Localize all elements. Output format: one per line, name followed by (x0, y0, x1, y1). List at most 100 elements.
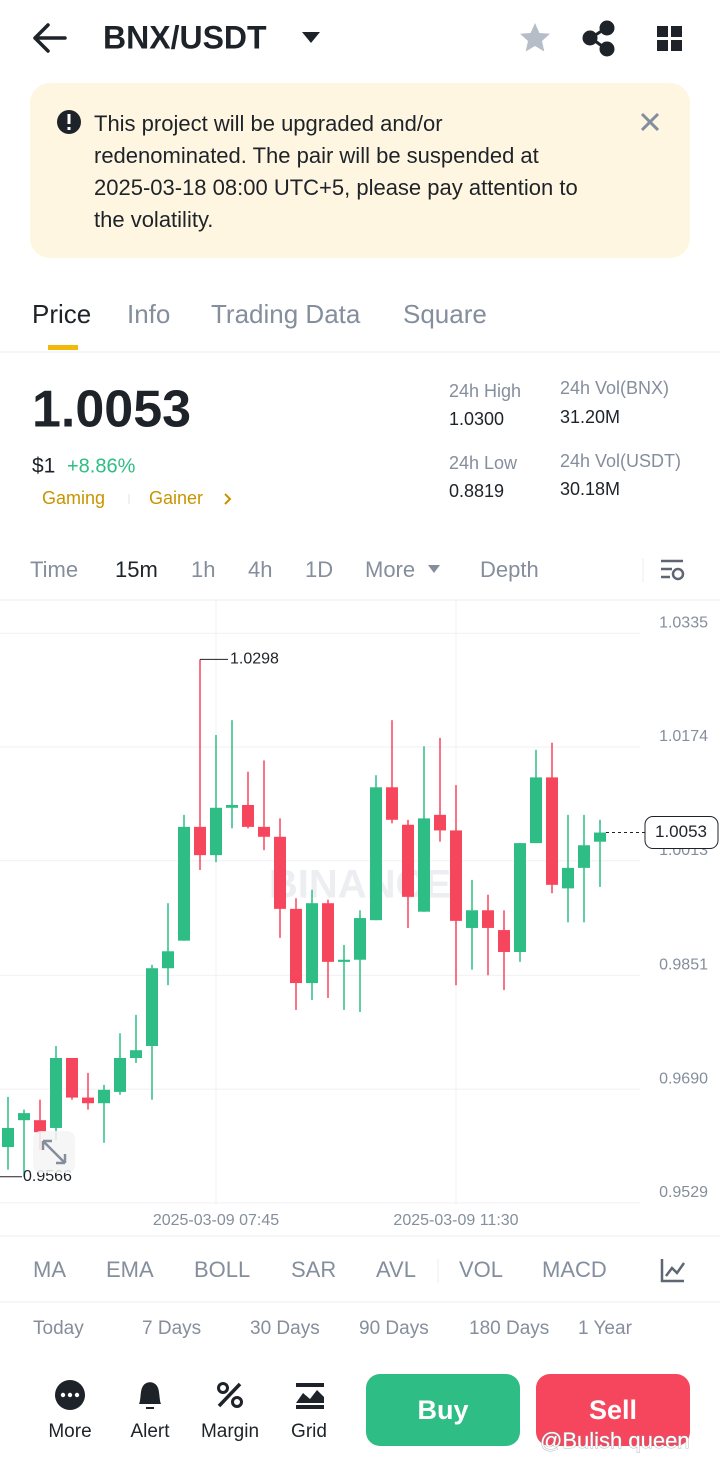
share-icon[interactable] (582, 20, 615, 57)
indicator[interactable]: VOL (459, 1257, 503, 1282)
price-change: +8.86% (67, 455, 136, 477)
back-icon[interactable] (33, 23, 67, 53)
x-tick-label: 2025-03-09 11:30 (393, 1212, 518, 1229)
sell-button[interactable] (536, 1374, 690, 1446)
grid-icon[interactable] (296, 1383, 324, 1409)
interval[interactable]: 1h (191, 557, 215, 582)
candle-body (18, 1113, 30, 1121)
tag-chevron[interactable] (224, 493, 232, 505)
candle-body (562, 867, 574, 889)
y-tick-label: 0.9690 (659, 1070, 708, 1087)
tab[interactable]: Trading Data (211, 299, 361, 329)
buy-label[interactable]: Buy (417, 1395, 468, 1425)
period[interactable]: Today (33, 1318, 84, 1339)
buy-button[interactable] (366, 1374, 520, 1446)
last-price: 1.0053 (32, 381, 191, 439)
stat-value: 1.0300 (449, 409, 504, 429)
indicator[interactable]: MACD (542, 1257, 607, 1282)
interval[interactable]: 4h (248, 557, 272, 582)
interval[interactable]: More (365, 557, 415, 582)
interval[interactable]: Depth (480, 557, 539, 582)
favorite-icon[interactable] (520, 23, 550, 52)
candle-body (578, 845, 590, 868)
y-tick-label: 1.0174 (659, 728, 708, 745)
indicator-settings-icon[interactable] (660, 1259, 686, 1283)
candle-body (114, 1057, 126, 1092)
tag[interactable]: Gainer (149, 488, 203, 508)
indicator[interactable]: AVL (376, 1257, 416, 1282)
candle-body (98, 1089, 110, 1104)
tab-indicator (48, 345, 78, 350)
candle-body (466, 910, 478, 928)
period[interactable]: 90 Days (359, 1318, 429, 1339)
sell-label[interactable]: Sell (589, 1395, 637, 1425)
nav-label[interactable]: Grid (291, 1421, 327, 1442)
candle-body (418, 818, 430, 912)
period[interactable]: 30 Days (250, 1318, 320, 1339)
candle-body (482, 910, 494, 928)
candle-body (2, 1127, 14, 1148)
period[interactable]: 7 Days (142, 1318, 201, 1339)
candle-body (498, 930, 510, 952)
interval[interactable]: Time (30, 557, 78, 582)
notice-line: the volatility. (94, 207, 213, 232)
indicator[interactable]: MA (33, 1257, 66, 1282)
nav-label[interactable]: Margin (201, 1421, 259, 1442)
candle-body (514, 843, 526, 952)
candle-body (322, 903, 334, 962)
interval[interactable]: 15m (115, 557, 158, 582)
layout-icon[interactable] (657, 26, 682, 51)
nav-label[interactable]: More (48, 1421, 91, 1442)
alert-icon[interactable] (139, 1382, 161, 1409)
indicator[interactable]: EMA (106, 1257, 154, 1282)
tag[interactable]: Gaming (42, 488, 105, 508)
image-watermark: @Bulish queen (540, 1428, 690, 1453)
candle-body (162, 951, 174, 969)
candle-body (338, 959, 350, 962)
indicator[interactable]: BOLL (194, 1257, 250, 1282)
last-price-box (644, 816, 719, 850)
candle-body (242, 804, 254, 827)
candle-body (130, 1050, 142, 1058)
indicator[interactable]: SAR (291, 1257, 336, 1282)
tab[interactable]: Square (403, 299, 487, 329)
candle-body (146, 968, 158, 1046)
candle-body (354, 918, 366, 960)
notice-line: This project will be upgraded and/or (94, 111, 443, 136)
more-icon[interactable] (55, 1380, 85, 1410)
y-tick-label: 0.9851 (659, 957, 708, 974)
fullscreen-icon[interactable] (33, 1131, 75, 1173)
candle-body (370, 787, 382, 921)
candle-body (82, 1097, 94, 1104)
stat-value: 31.20M (560, 407, 620, 427)
candle-body (546, 777, 558, 885)
tab[interactable]: Price (32, 299, 91, 329)
candle-body (34, 1120, 46, 1133)
more-dropdown[interactable] (428, 565, 440, 573)
stat-value: 0.8819 (449, 481, 504, 501)
period[interactable]: 1 Year (578, 1318, 633, 1339)
stat-value: 30.18M (560, 479, 620, 499)
y-tick-label: 1.0335 (659, 614, 708, 631)
margin-icon[interactable] (217, 1382, 243, 1408)
pair-dropdown[interactable] (302, 32, 320, 43)
notice-close[interactable] (640, 112, 660, 132)
candle-body (194, 826, 206, 856)
candle-body (450, 830, 462, 921)
nav-label[interactable]: Alert (130, 1421, 170, 1442)
stat-label: 24h Low (449, 453, 518, 473)
pair-title[interactable]: BNX/USDT (103, 19, 267, 55)
usd-price: $1 (32, 455, 55, 478)
interval[interactable]: 1D (305, 557, 333, 582)
candle-body (210, 807, 222, 856)
high-marker-label: 1.0298 (230, 651, 279, 668)
notice-line: 2025-03-18 08:00 UTC+5, please pay atten… (94, 175, 578, 200)
candle-body (226, 804, 238, 808)
tab[interactable]: Info (127, 299, 170, 329)
candle-body (530, 777, 542, 844)
chart-settings-icon[interactable] (661, 559, 685, 581)
period[interactable]: 180 Days (469, 1318, 549, 1339)
